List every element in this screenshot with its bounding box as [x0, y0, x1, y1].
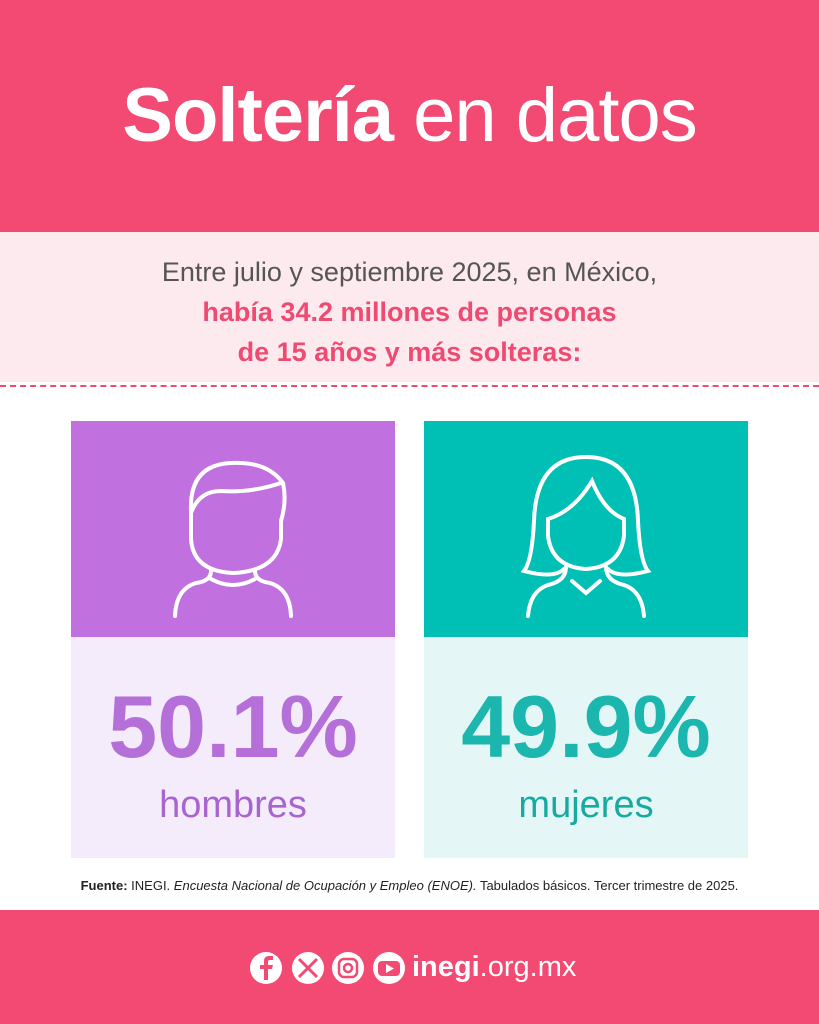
source-survey: Encuesta Nacional de Ocupación y Empleo …: [173, 878, 477, 893]
title-bold: Soltería: [122, 73, 394, 158]
card-men: 50.1% hombres: [71, 421, 395, 858]
card-value-area: 49.9% mujeres: [424, 637, 748, 858]
site-bold: inegi: [412, 951, 480, 983]
intro: Entre julio y septiembre 2025, en México…: [0, 232, 819, 382]
intro-highlight: había 34.2 millones de personas: [202, 297, 617, 327]
percentage: 49.9%: [461, 677, 711, 776]
intro-highlight: de 15 años y más solteras:: [237, 337, 582, 367]
man-icon: [173, 460, 293, 618]
youtube-icon[interactable]: [373, 952, 405, 984]
card-value-area: 50.1% hombres: [71, 637, 395, 858]
card-icon-area: [71, 421, 395, 637]
source-org: INEGI.: [131, 878, 171, 893]
divider: [0, 385, 819, 387]
woman-icon: [520, 455, 652, 618]
source-label: Fuente:: [80, 878, 128, 893]
percentage-label: hombres: [159, 784, 307, 826]
percentage: 50.1%: [108, 677, 358, 776]
instagram-icon[interactable]: [332, 952, 364, 984]
social-icons: [250, 952, 405, 984]
percentage-label: mujeres: [518, 784, 654, 826]
source-detail: Tabulados básicos. Tercer trimestre de 2…: [479, 878, 739, 893]
footer-band: [0, 910, 819, 1024]
source-note: Fuente: INEGI. Encuesta Nacional de Ocup…: [0, 878, 819, 893]
header-band: [0, 0, 819, 232]
site-rest: .org.mx: [479, 951, 577, 983]
website[interactable]: inegi.org.mx: [412, 951, 576, 984]
card-women: 49.9% mujeres: [424, 421, 748, 858]
title-rest: en datos: [413, 73, 698, 158]
x-icon[interactable]: [292, 952, 324, 984]
card-icon-area: [424, 421, 748, 637]
facebook-icon[interactable]: [250, 952, 282, 984]
intro-line: Entre julio y septiembre 2025, en México…: [161, 257, 658, 287]
title: Soltería en datos: [0, 72, 819, 159]
